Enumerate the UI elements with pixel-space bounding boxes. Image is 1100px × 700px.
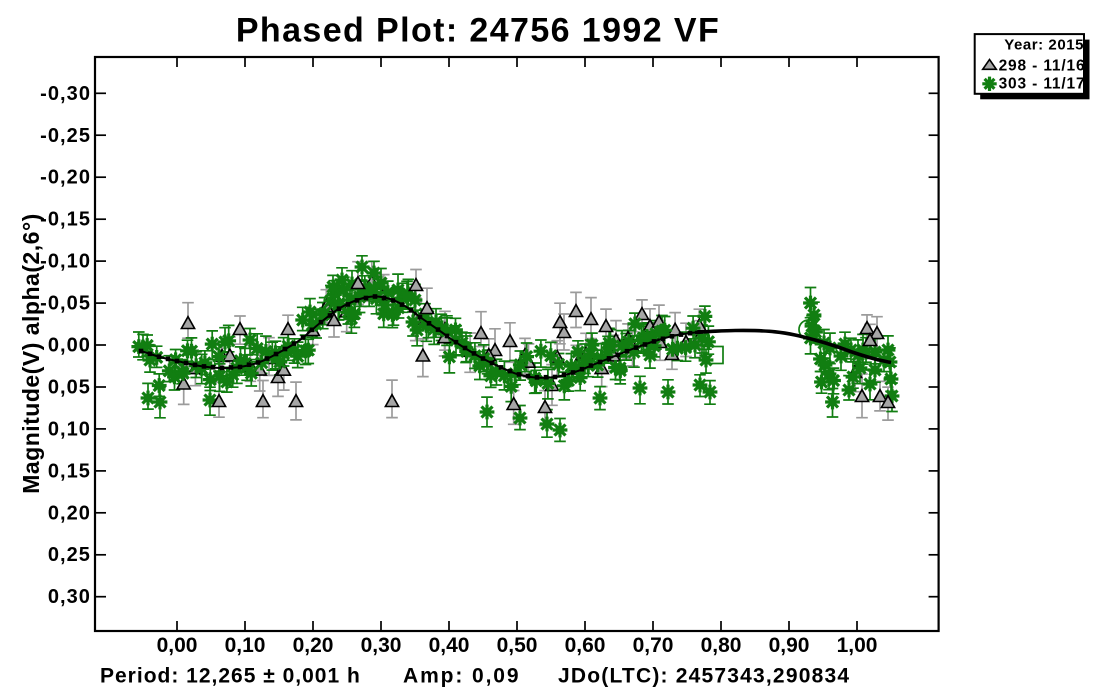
svg-text:298 - 11/16: 298 - 11/16 — [999, 58, 1086, 75]
svg-text:-0,05: -0,05 — [40, 293, 91, 315]
svg-text:Year: 2015: Year: 2015 — [1004, 37, 1084, 54]
svg-text:-0,25: -0,25 — [40, 125, 91, 147]
svg-text:0,90: 0,90 — [769, 634, 810, 657]
svg-text:0,05: 0,05 — [48, 377, 91, 399]
svg-text:0,70: 0,70 — [633, 634, 674, 657]
svg-text:0,20: 0,20 — [293, 634, 334, 657]
svg-text:0,00: 0,00 — [157, 634, 198, 657]
svg-text:Period: 12,265 ± 0,001 h: Period: 12,265 ± 0,001 h — [100, 665, 361, 688]
svg-text:0,80: 0,80 — [701, 634, 742, 657]
svg-text:Phased Plot: 24756 1992 VF: Phased Plot: 24756 1992 VF — [236, 12, 720, 50]
svg-text:-0,15: -0,15 — [40, 209, 91, 231]
svg-text:-0,20: -0,20 — [40, 167, 91, 189]
svg-text:303 - 11/17: 303 - 11/17 — [999, 75, 1086, 92]
svg-text:0,15: 0,15 — [48, 460, 91, 482]
svg-text:0,60: 0,60 — [565, 634, 606, 657]
svg-text:0,50: 0,50 — [497, 634, 538, 657]
svg-text:0,00: 0,00 — [48, 335, 91, 357]
svg-text:Magnitude(V) alpha(2,6°): Magnitude(V) alpha(2,6°) — [18, 213, 44, 494]
svg-text:0,10: 0,10 — [225, 634, 266, 657]
svg-text:-0,30: -0,30 — [40, 83, 91, 105]
svg-text:0,30: 0,30 — [361, 634, 402, 657]
svg-text:0,40: 0,40 — [429, 634, 470, 657]
svg-text:0,25: 0,25 — [48, 544, 91, 566]
svg-text:0,10: 0,10 — [48, 418, 91, 440]
svg-text:JDo(LTC): 2457343,290834: JDo(LTC): 2457343,290834 — [558, 665, 850, 688]
svg-text:-0,10: -0,10 — [40, 251, 91, 273]
svg-text:0,30: 0,30 — [48, 586, 91, 608]
svg-text:1,00: 1,00 — [837, 634, 878, 657]
svg-text:0,20: 0,20 — [48, 502, 91, 524]
svg-text:Amp: 0,09: Amp: 0,09 — [403, 665, 520, 688]
